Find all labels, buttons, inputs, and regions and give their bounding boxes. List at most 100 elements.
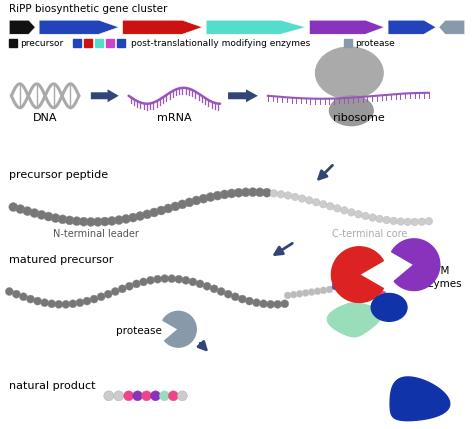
Circle shape — [281, 300, 289, 308]
Circle shape — [161, 275, 169, 283]
Text: precursor peptide: precursor peptide — [9, 170, 109, 180]
Circle shape — [347, 208, 355, 216]
Circle shape — [260, 300, 267, 308]
Circle shape — [151, 391, 161, 401]
Circle shape — [76, 299, 84, 307]
Circle shape — [126, 282, 133, 290]
Circle shape — [97, 293, 105, 301]
Circle shape — [192, 196, 201, 205]
Polygon shape — [310, 20, 384, 34]
Bar — [345, 39, 352, 47]
Circle shape — [58, 215, 67, 224]
Circle shape — [224, 290, 232, 298]
Circle shape — [157, 206, 166, 215]
Ellipse shape — [371, 293, 407, 321]
Bar — [73, 39, 81, 47]
Circle shape — [159, 391, 169, 401]
Circle shape — [178, 200, 187, 209]
Circle shape — [27, 295, 35, 303]
Circle shape — [30, 208, 39, 218]
Circle shape — [334, 205, 341, 212]
Circle shape — [270, 190, 278, 197]
Text: DNA: DNA — [33, 113, 57, 123]
Circle shape — [213, 191, 222, 200]
Circle shape — [340, 286, 347, 293]
Circle shape — [418, 218, 426, 226]
Polygon shape — [206, 20, 306, 34]
Circle shape — [142, 391, 152, 401]
Ellipse shape — [329, 96, 373, 126]
Circle shape — [5, 287, 13, 296]
Circle shape — [314, 288, 321, 295]
Text: natural product: natural product — [9, 381, 96, 391]
Text: C-terminal core: C-terminal core — [331, 229, 407, 239]
Circle shape — [114, 391, 124, 401]
Circle shape — [355, 211, 362, 218]
Text: protease: protease — [116, 326, 162, 336]
Text: post-translationally modifying enzymes: post-translationally modifying enzymes — [131, 39, 310, 48]
Circle shape — [246, 297, 254, 305]
Circle shape — [253, 299, 260, 307]
Circle shape — [227, 189, 236, 198]
Text: N-terminal leader: N-terminal leader — [53, 229, 139, 239]
Circle shape — [199, 194, 208, 203]
Polygon shape — [123, 20, 202, 34]
Polygon shape — [331, 247, 383, 302]
Circle shape — [308, 289, 315, 296]
Circle shape — [132, 280, 140, 288]
Circle shape — [332, 283, 339, 290]
Circle shape — [217, 287, 225, 296]
Polygon shape — [392, 239, 440, 290]
Circle shape — [305, 196, 313, 204]
Circle shape — [327, 202, 334, 210]
Circle shape — [55, 300, 63, 308]
Circle shape — [37, 210, 46, 219]
Circle shape — [263, 188, 271, 197]
Circle shape — [319, 200, 327, 208]
Circle shape — [210, 285, 218, 293]
Polygon shape — [9, 20, 35, 34]
Text: matured precursor: matured precursor — [9, 255, 114, 265]
Circle shape — [154, 275, 162, 283]
Ellipse shape — [316, 47, 383, 99]
Circle shape — [383, 216, 391, 224]
Circle shape — [203, 282, 211, 290]
Circle shape — [320, 287, 327, 294]
Circle shape — [290, 291, 297, 298]
Circle shape — [41, 299, 49, 307]
Circle shape — [376, 215, 383, 223]
Circle shape — [364, 293, 371, 300]
Circle shape — [189, 278, 197, 286]
Circle shape — [284, 292, 291, 299]
Circle shape — [9, 202, 18, 211]
Circle shape — [168, 275, 176, 283]
Text: protease: protease — [356, 39, 395, 48]
Polygon shape — [228, 89, 258, 102]
Circle shape — [72, 217, 81, 226]
Text: precursor: precursor — [20, 39, 64, 48]
Circle shape — [124, 391, 134, 401]
Bar — [84, 39, 92, 47]
Bar — [9, 39, 17, 47]
Circle shape — [182, 276, 190, 284]
Circle shape — [234, 188, 243, 197]
Circle shape — [241, 188, 250, 197]
Circle shape — [90, 295, 98, 303]
Circle shape — [231, 293, 239, 301]
Circle shape — [93, 218, 102, 227]
Circle shape — [220, 190, 229, 199]
Circle shape — [104, 290, 112, 298]
Circle shape — [372, 293, 379, 300]
Circle shape — [171, 202, 180, 211]
Circle shape — [273, 300, 282, 308]
Circle shape — [362, 212, 369, 220]
Circle shape — [143, 210, 152, 219]
Polygon shape — [388, 20, 436, 34]
Circle shape — [266, 300, 274, 308]
Circle shape — [196, 280, 204, 288]
Polygon shape — [39, 20, 118, 34]
Circle shape — [83, 297, 91, 305]
Text: mRNA: mRNA — [157, 113, 191, 123]
Circle shape — [206, 193, 215, 202]
Bar — [106, 39, 114, 47]
